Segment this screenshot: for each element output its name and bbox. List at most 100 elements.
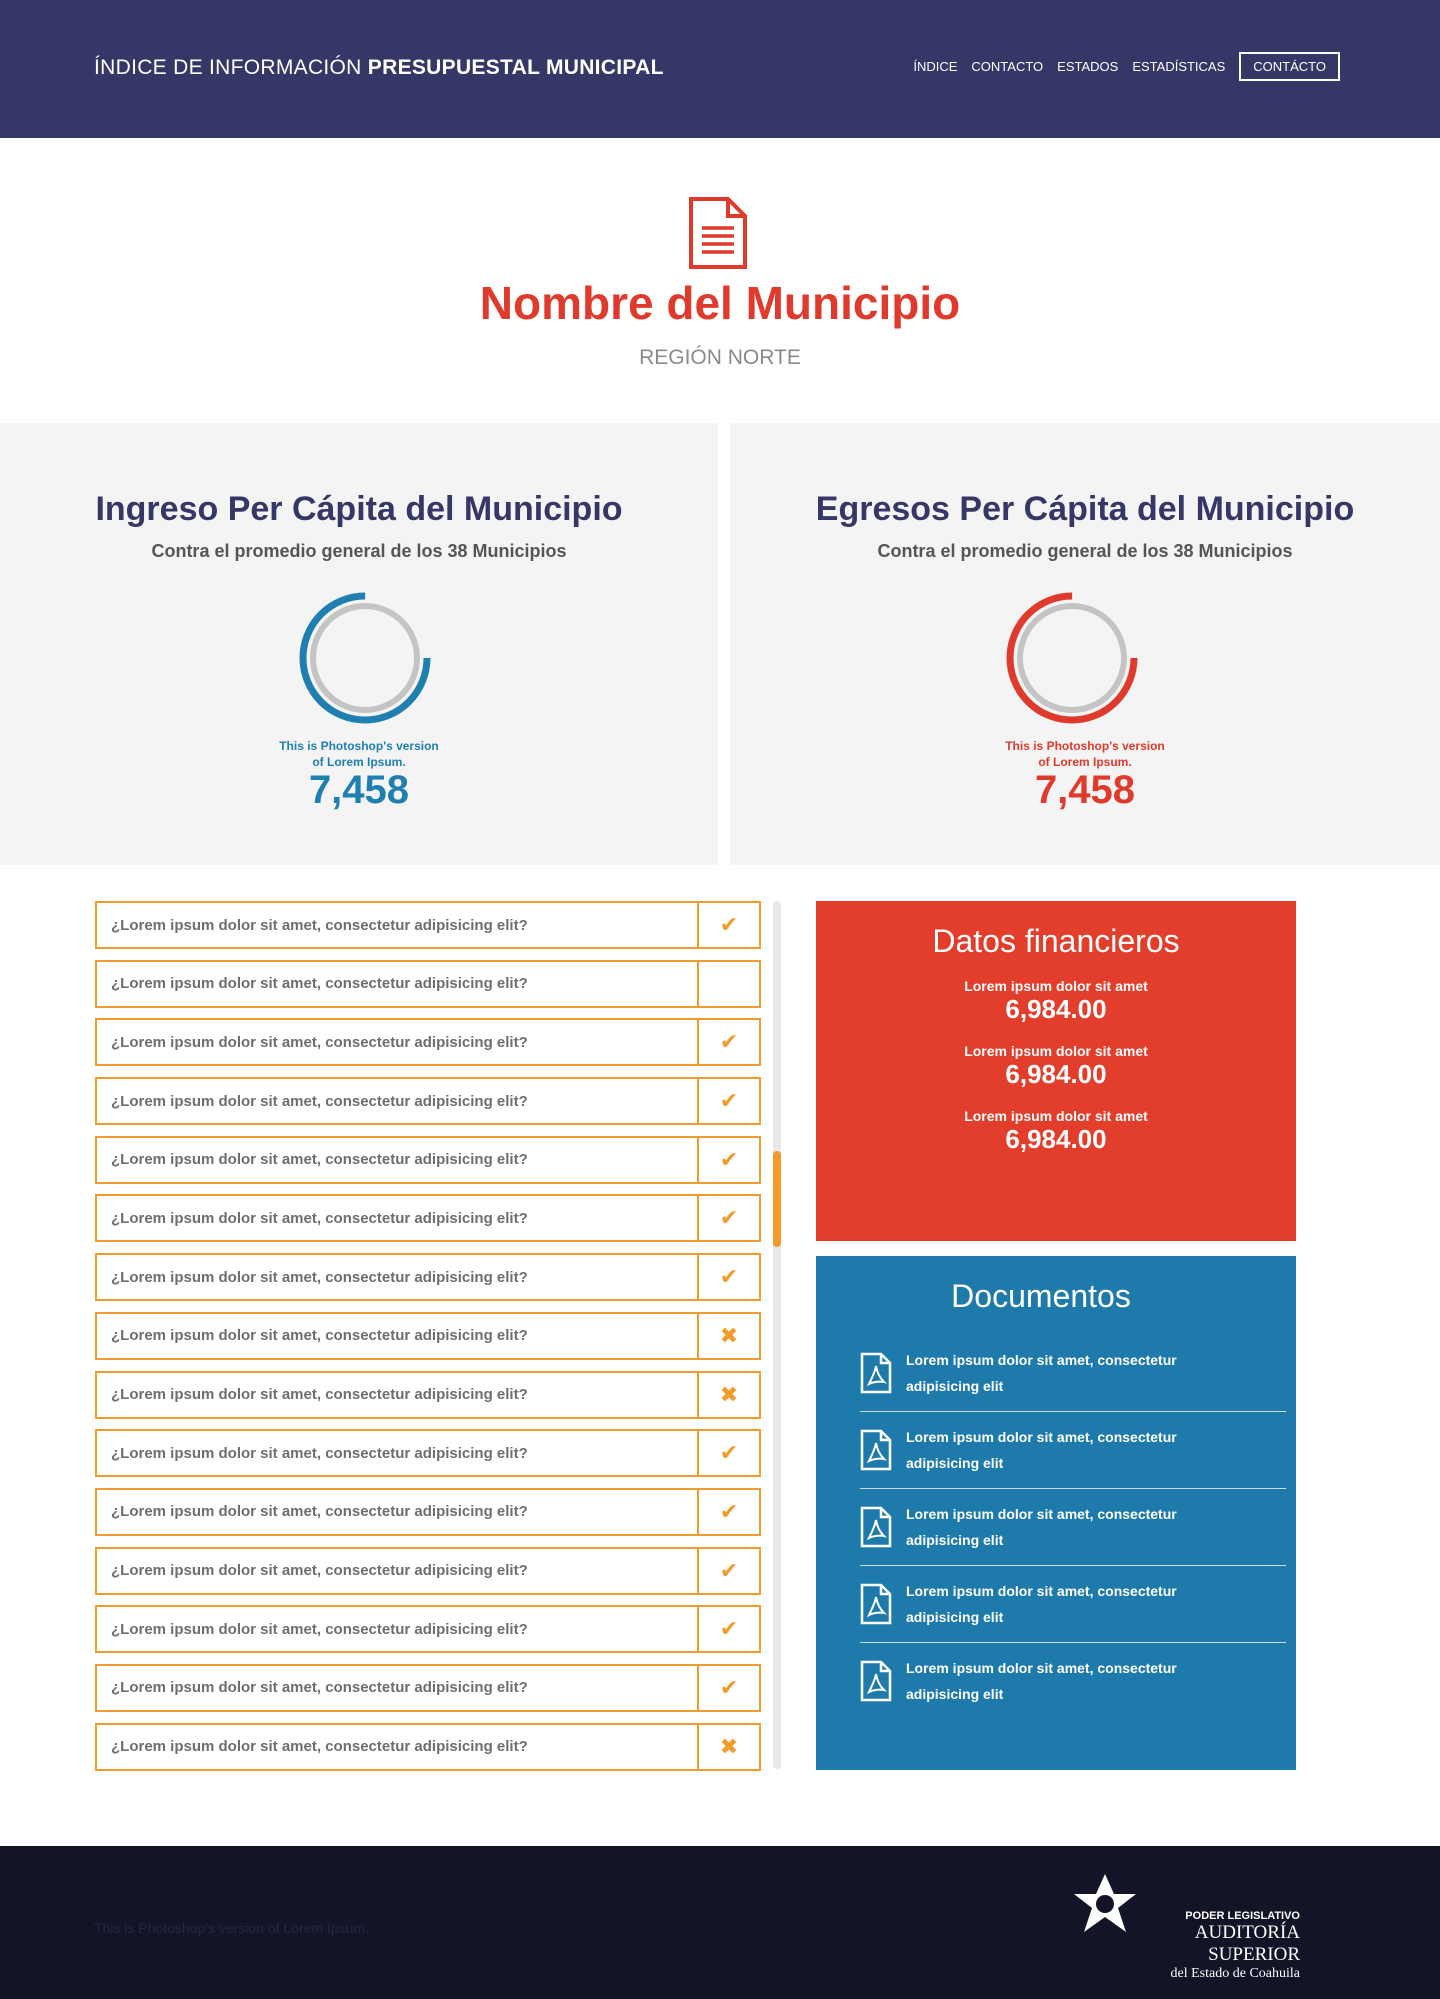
empty-status xyxy=(699,962,759,1006)
check-icon: ✔ xyxy=(719,1440,739,1466)
page-title: Nombre del Municipio xyxy=(479,277,961,329)
check-icon: ✔ xyxy=(719,1557,739,1583)
document-title-line2: adipisicing elit xyxy=(906,1532,1004,1548)
checklist-question: ¿Lorem ipsum dolor sit amet, consectetur… xyxy=(97,1607,699,1652)
expense-panel: Egresos Per Cápita del Municipio Contra … xyxy=(730,423,1440,865)
income-value: 7,458 xyxy=(308,768,410,812)
checklist-row[interactable]: ¿Lorem ipsum dolor sit amet, consectetur… xyxy=(95,1722,761,1771)
financial-data-box: Datos financieros Lorem ipsum dolor sit … xyxy=(816,901,1296,1241)
check-icon: ✔ xyxy=(719,1029,739,1055)
logo-text: PODER LEGISLATIVO AUDITORÍA SUPERIOR del… xyxy=(1108,1910,1300,1982)
pdf-file-icon xyxy=(860,1429,892,1471)
pdf-file-icon xyxy=(860,1352,892,1394)
checklist-row[interactable]: ¿Lorem ipsum dolor sit amet, consectetur… xyxy=(95,1605,761,1654)
document-link[interactable]: Lorem ipsum dolor sit amet, consectetur a… xyxy=(860,1412,1286,1489)
check-icon: ✔ xyxy=(719,1498,739,1524)
financial-item-value: 6,984.00 xyxy=(1005,1059,1107,1089)
main-nav: ÍNDICE CONTACTO ESTADOS ESTADÍSTICAS CON… xyxy=(913,52,1340,81)
checklist: ¿Lorem ipsum dolor sit amet, consectetur… xyxy=(95,901,761,1781)
financial-item: Lorem ipsum dolor sit amet 6,984.00 xyxy=(816,978,1296,1025)
checklist-question: ¿Lorem ipsum dolor sit amet, consectetur… xyxy=(97,1079,699,1124)
check-icon: ✔ xyxy=(719,1088,739,1114)
nav-link-contacto[interactable]: CONTACTO xyxy=(971,59,1044,74)
documents-title: Documentos xyxy=(951,1278,1131,1314)
check-icon: ✔ xyxy=(719,912,739,937)
expense-caption: This is Photoshop's version of Lorem Ips… xyxy=(730,738,1440,770)
checklist-row[interactable]: ¿Lorem ipsum dolor sit amet, consectetur… xyxy=(95,1077,761,1126)
checklist-question: ¿Lorem ipsum dolor sit amet, consectetur… xyxy=(97,1137,699,1182)
check-icon: ✔ xyxy=(719,1205,739,1231)
brand-light-text: ÍNDICE DE INFORMACIÓN xyxy=(94,56,362,79)
document-link[interactable]: Lorem ipsum dolor sit amet, consectetur a… xyxy=(860,1335,1286,1412)
checklist-row[interactable]: ¿Lorem ipsum dolor sit amet, consectetur… xyxy=(95,901,761,949)
financial-item-value: 6,984.00 xyxy=(1005,994,1107,1024)
check-icon: ✔ xyxy=(719,1616,739,1642)
checklist-row[interactable]: ¿Lorem ipsum dolor sit amet, consectetur… xyxy=(95,1311,761,1360)
checklist-row[interactable]: ¿Lorem ipsum dolor sit amet, consectetur… xyxy=(95,1018,761,1067)
checklist-question: ¿Lorem ipsum dolor sit amet, consectetur… xyxy=(97,903,699,947)
document-title-line1: Lorem ipsum dolor sit amet, consectetur xyxy=(906,1429,1177,1445)
checklist-question: ¿Lorem ipsum dolor sit amet, consectetur… xyxy=(97,1548,699,1593)
checklist-row[interactable]: ¿Lorem ipsum dolor sit amet, consectetur… xyxy=(95,1429,761,1478)
document-icon xyxy=(689,197,747,269)
top-navbar: ÍNDICE DE INFORMACIÓN PRESUPUESTAL MUNIC… xyxy=(0,0,1440,138)
checklist-row[interactable]: ¿Lorem ipsum dolor sit amet, consectetur… xyxy=(95,959,761,1008)
checklist-row[interactable]: ¿Lorem ipsum dolor sit amet, consectetur… xyxy=(95,1663,761,1712)
document-title: Lorem ipsum dolor sit amet, consectetur a… xyxy=(906,1655,1177,1707)
site-brand[interactable]: ÍNDICE DE INFORMACIÓN PRESUPUESTAL MUNIC… xyxy=(94,56,664,80)
document-title: Lorem ipsum dolor sit amet, consectetur a… xyxy=(906,1347,1177,1399)
cross-icon: ✖ xyxy=(719,1733,739,1759)
pdf-file-icon xyxy=(860,1660,892,1702)
nav-link-indice[interactable]: ÍNDICE xyxy=(913,59,958,74)
checklist-question: ¿Lorem ipsum dolor sit amet, consectetur… xyxy=(97,1196,699,1241)
checklist-row[interactable]: ¿Lorem ipsum dolor sit amet, consectetur… xyxy=(95,1253,761,1302)
checklist-question: ¿Lorem ipsum dolor sit amet, consectetur… xyxy=(97,1255,699,1300)
expense-ring-gauge xyxy=(1006,592,1138,724)
checklist-row[interactable]: ¿Lorem ipsum dolor sit amet, consectetur… xyxy=(95,1135,761,1184)
income-caption-line1: This is Photoshop's version xyxy=(279,739,439,753)
document-title-line2: adipisicing elit xyxy=(906,1686,1004,1702)
checklist-question: ¿Lorem ipsum dolor sit amet, consectetur… xyxy=(97,1724,699,1769)
check-icon: ✔ xyxy=(719,1264,739,1290)
financial-title: Datos financieros xyxy=(932,923,1180,959)
checklist-row[interactable]: ¿Lorem ipsum dolor sit amet, consectetur… xyxy=(95,1487,761,1536)
income-title: Ingreso Per Cápita del Municipio xyxy=(95,490,623,528)
financial-item-label: Lorem ipsum dolor sit amet xyxy=(964,1043,1148,1059)
document-title-line1: Lorem ipsum dolor sit amet, consectetur xyxy=(906,1583,1177,1599)
check-icon: ✔ xyxy=(719,1674,739,1700)
footer-text: This is Photoshop's version of Lorem Ips… xyxy=(94,1920,370,1936)
expense-caption-line2: of Lorem Ipsum. xyxy=(1038,755,1132,769)
checklist-row[interactable]: ¿Lorem ipsum dolor sit amet, consectetur… xyxy=(95,1546,761,1595)
logo-line1: PODER LEGISLATIVO xyxy=(1185,1910,1300,1922)
document-title-line1: Lorem ipsum dolor sit amet, consectetur xyxy=(906,1660,1177,1676)
financial-item: Lorem ipsum dolor sit amet 6,984.00 xyxy=(816,1108,1296,1155)
logo-line2: AUDITORÍA SUPERIOR xyxy=(1194,1922,1300,1965)
expense-subtitle: Contra el promedio general de los 38 Mun… xyxy=(877,541,1293,561)
checklist-row[interactable]: ¿Lorem ipsum dolor sit amet, consectetur… xyxy=(95,1194,761,1243)
checklist-question: ¿Lorem ipsum dolor sit amet, consectetur… xyxy=(97,1372,699,1417)
expense-value: 7,458 xyxy=(1034,768,1136,812)
expense-title: Egresos Per Cápita del Municipio xyxy=(815,490,1355,528)
footer: This is Photoshop's version of Lorem Ips… xyxy=(0,1846,1440,1999)
checklist-row[interactable]: ¿Lorem ipsum dolor sit amet, consectetur… xyxy=(95,1370,761,1419)
checklist-question: ¿Lorem ipsum dolor sit amet, consectetur… xyxy=(97,961,699,1006)
nav-link-estadisticas[interactable]: ESTADÍSTICAS xyxy=(1132,59,1226,74)
financial-item-value: 6,984.00 xyxy=(1005,1124,1107,1154)
logo-line3: del Estado de Coahuila xyxy=(1170,1966,1300,1981)
nav-link-estados[interactable]: ESTADOS xyxy=(1057,59,1119,74)
document-link[interactable]: Lorem ipsum dolor sit amet, consectetur a… xyxy=(860,1643,1286,1719)
checklist-question: ¿Lorem ipsum dolor sit amet, consectetur… xyxy=(97,1313,699,1358)
checklist-question: ¿Lorem ipsum dolor sit amet, consectetur… xyxy=(97,1665,699,1710)
scrollbar-thumb[interactable] xyxy=(773,1151,781,1247)
document-link[interactable]: Lorem ipsum dolor sit amet, consectetur a… xyxy=(860,1566,1286,1643)
document-link[interactable]: Lorem ipsum dolor sit amet, consectetur a… xyxy=(860,1489,1286,1566)
financial-item-label: Lorem ipsum dolor sit amet xyxy=(964,978,1148,994)
document-title-line1: Lorem ipsum dolor sit amet, consectetur xyxy=(906,1506,1177,1522)
document-title-line1: Lorem ipsum dolor sit amet, consectetur xyxy=(906,1352,1177,1368)
checklist-scrollbar[interactable] xyxy=(773,901,781,1769)
income-panel: Ingreso Per Cápita del Municipio Contra … xyxy=(0,423,718,865)
auditoria-logo[interactable]: PODER LEGISLATIVO AUDITORÍA SUPERIOR del… xyxy=(1070,1872,1300,1981)
region-subtitle: REGIÓN NORTE xyxy=(639,346,801,369)
star-emblem-icon xyxy=(1074,1874,1136,1932)
contact-button[interactable]: CONTÁCTO xyxy=(1239,52,1340,81)
